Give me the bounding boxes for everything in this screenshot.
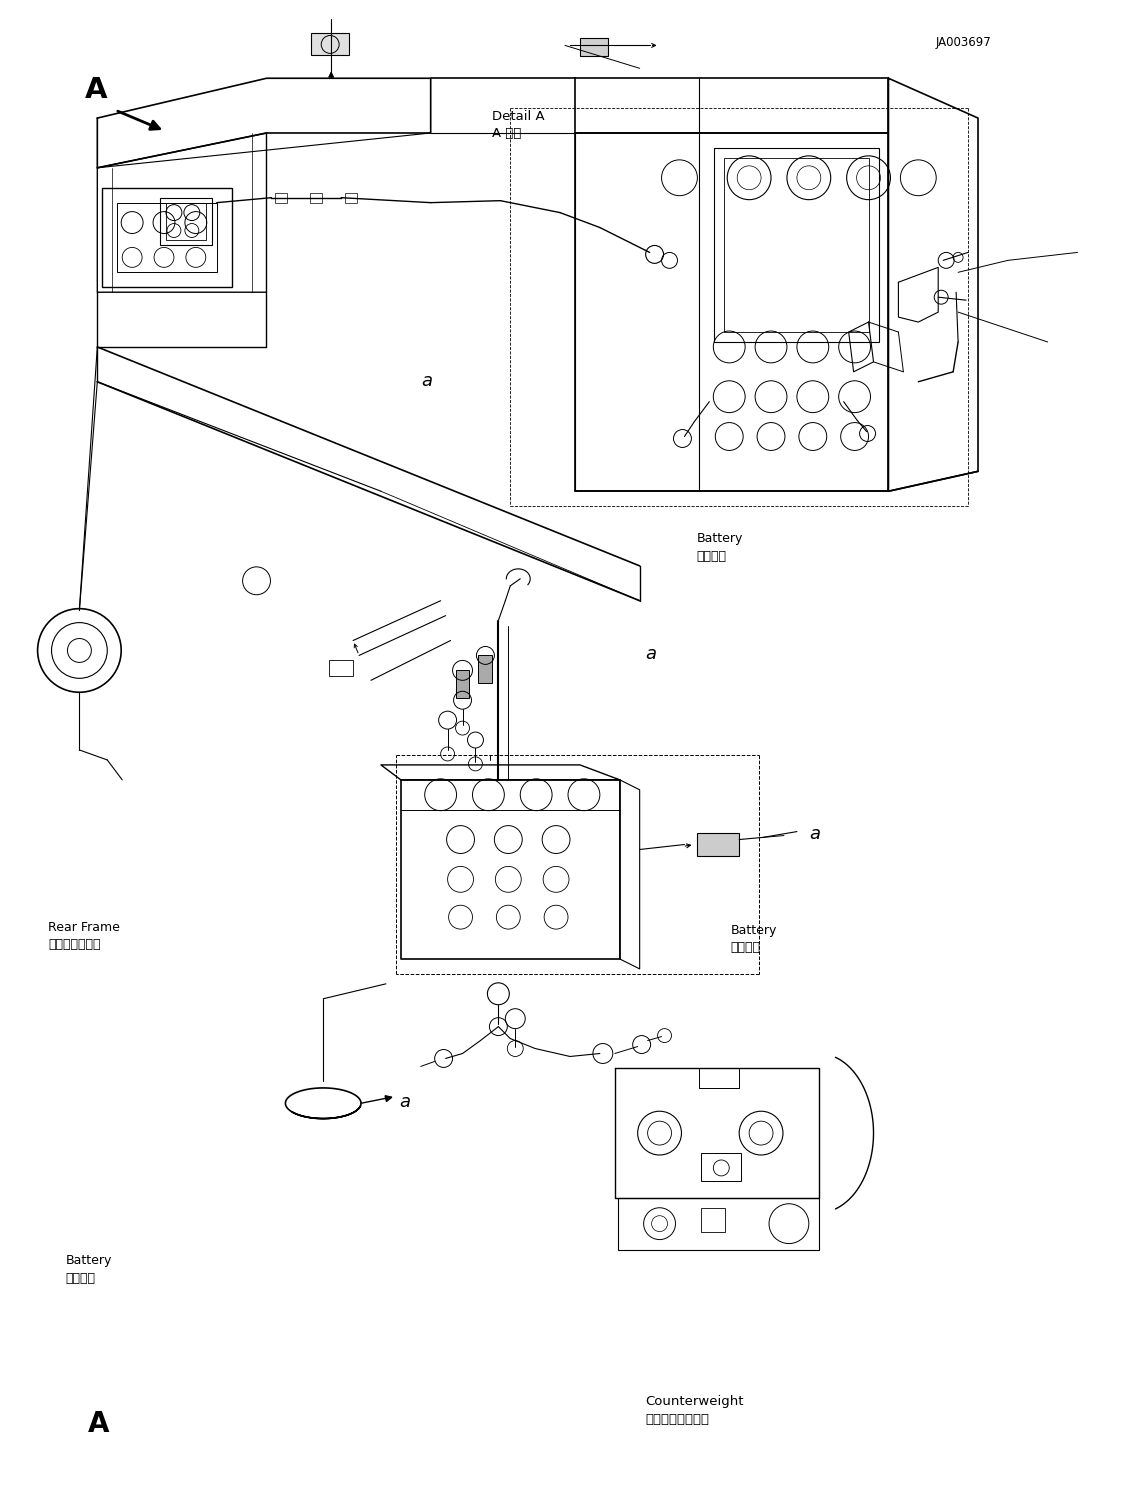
Bar [456, 671, 470, 698]
Text: JA003697: JA003697 [935, 36, 991, 49]
Bar [479, 656, 493, 683]
Bar [275, 192, 287, 203]
Bar [329, 661, 353, 677]
Text: A 詳細: A 詳細 [491, 127, 521, 140]
Text: a: a [422, 371, 432, 389]
Bar [725, 158, 869, 332]
Text: A: A [85, 76, 107, 104]
Bar [697, 832, 740, 856]
Text: Counterweight: Counterweight [646, 1396, 744, 1409]
Text: リヤーフレーム: リヤーフレーム [48, 938, 101, 951]
Text: カウンタウェイト: カウンタウェイト [646, 1413, 710, 1427]
Text: Battery: Battery [730, 923, 777, 936]
Bar [702, 1153, 741, 1181]
Bar [118, 203, 217, 273]
Text: a: a [399, 1093, 410, 1111]
Text: a: a [809, 825, 820, 842]
Bar [166, 203, 206, 240]
Bar [160, 198, 211, 246]
Bar [702, 1208, 726, 1232]
Text: Battery: Battery [65, 1254, 112, 1267]
Text: Battery: Battery [696, 532, 743, 544]
Text: A: A [88, 1410, 110, 1439]
Text: バッテリ: バッテリ [696, 550, 727, 562]
Bar [102, 188, 232, 288]
Bar [580, 39, 608, 57]
Bar [617, 1197, 818, 1249]
Text: Rear Frame: Rear Frame [48, 920, 120, 933]
Bar [345, 192, 357, 203]
Text: a: a [646, 644, 656, 662]
Bar [310, 192, 322, 203]
Text: バッテリ: バッテリ [65, 1272, 95, 1285]
Text: バッテリ: バッテリ [730, 941, 761, 954]
Bar [714, 148, 879, 341]
Bar [311, 33, 349, 55]
Text: Detail A: Detail A [491, 110, 544, 124]
